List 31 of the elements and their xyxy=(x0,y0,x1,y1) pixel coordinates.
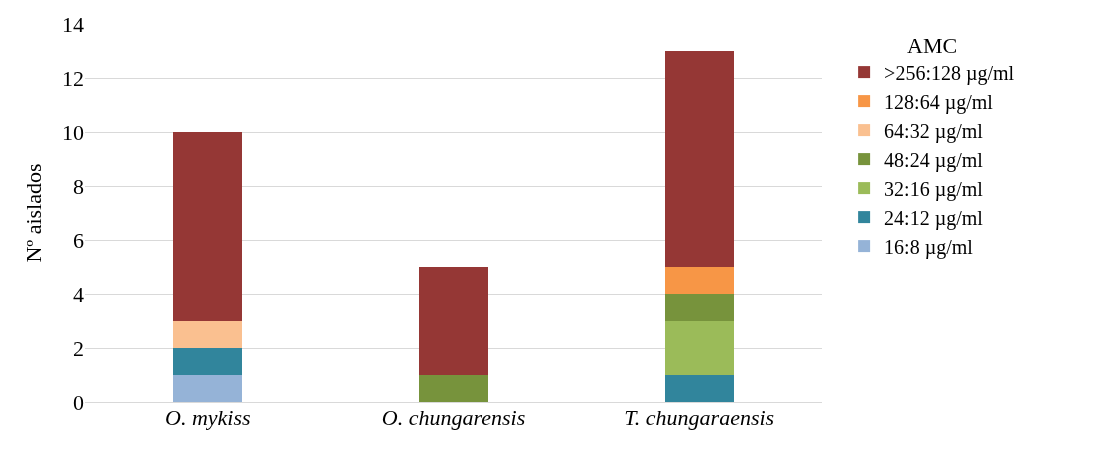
bar xyxy=(664,294,734,321)
legend-label: >256:128 µg/ml xyxy=(884,61,1015,85)
y-tick-label: 8 xyxy=(73,173,84,199)
x-tick-label: O. mykiss xyxy=(165,405,251,430)
legend-label: 16:8 µg/ml xyxy=(884,235,974,259)
legend-label: 32:16 µg/ml xyxy=(884,177,984,201)
legend-label: 64:32 µg/ml xyxy=(884,119,984,143)
bar xyxy=(664,321,734,375)
y-tick-label: 6 xyxy=(73,227,84,253)
bar xyxy=(664,267,734,294)
y-tick-label: 14 xyxy=(62,11,84,37)
y-tick-label: 10 xyxy=(62,119,84,145)
bar xyxy=(419,375,488,402)
y-tick-label: 0 xyxy=(73,389,84,415)
legend-title: AMC xyxy=(907,32,958,58)
bar xyxy=(173,348,243,375)
y-axis-title: Nº aislados xyxy=(20,163,46,263)
y-tick-label: 2 xyxy=(73,335,84,361)
bar xyxy=(173,375,243,402)
y-tick-label: 12 xyxy=(62,65,84,91)
legend-label: 48:24 µg/ml xyxy=(884,148,984,172)
legend-label: 128:64 µg/ml xyxy=(884,90,994,114)
x-tick-label: T. chungaraensis xyxy=(624,405,775,430)
bar xyxy=(664,51,734,267)
bar xyxy=(173,132,243,321)
y-tick-label: 4 xyxy=(73,281,84,307)
bar xyxy=(419,267,488,375)
bar xyxy=(173,321,243,348)
x-tick-label: O. chungarensis xyxy=(381,405,526,430)
legend-label: 24:12 µg/ml xyxy=(884,206,984,230)
bar xyxy=(664,375,734,402)
